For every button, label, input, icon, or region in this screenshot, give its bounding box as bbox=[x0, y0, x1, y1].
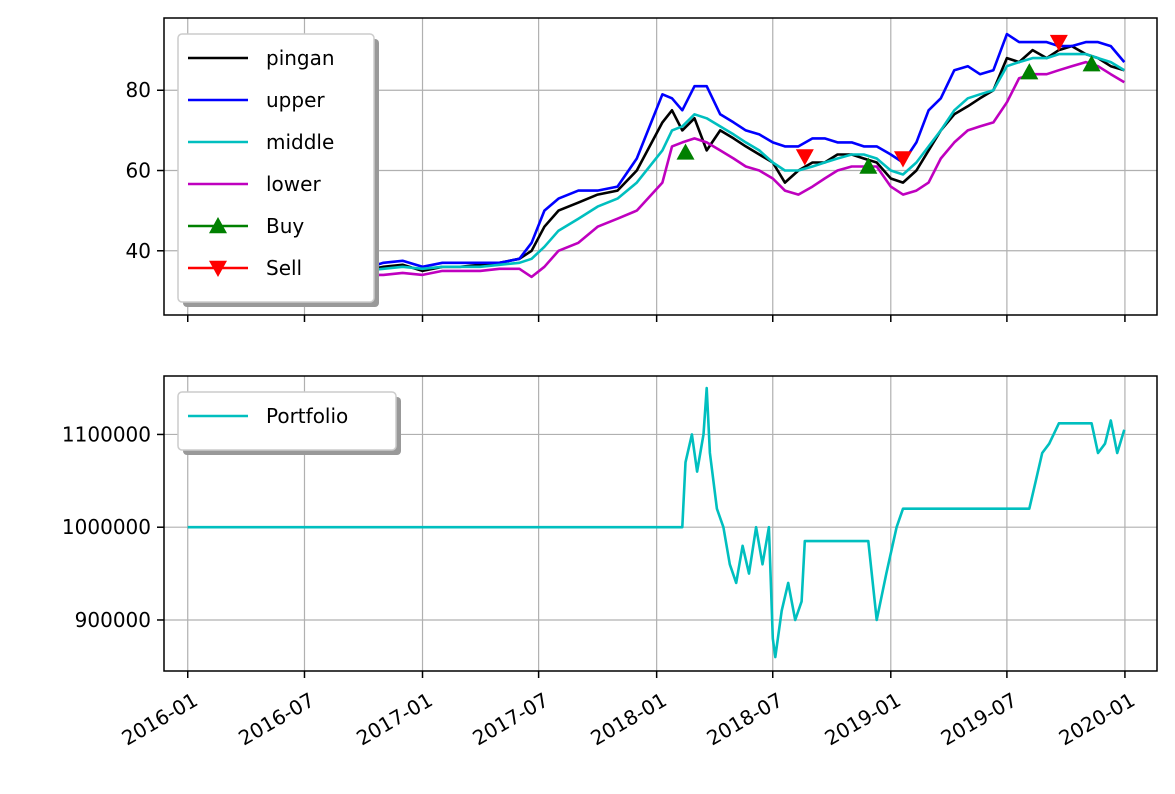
buy-marker bbox=[859, 157, 878, 174]
sell-marker bbox=[1049, 34, 1068, 52]
legend-label-buy: Buy bbox=[266, 214, 304, 238]
buy-marker bbox=[676, 143, 695, 160]
y-tick-label: 1000000 bbox=[62, 515, 151, 539]
legend-box bbox=[177, 391, 397, 451]
axes-frame bbox=[163, 17, 1158, 316]
y-tick-label: 1100000 bbox=[62, 422, 151, 446]
price-series bbox=[207, 32, 1126, 301]
portfolio-legend: Portfolio bbox=[177, 391, 401, 455]
portfolio-line bbox=[187, 386, 1126, 659]
portfolio-axes: 900000 1000000 1100000 bbox=[62, 375, 1158, 678]
y-tick-label: 60 bbox=[126, 159, 151, 183]
x-tick-label: 2020-01 bbox=[1055, 688, 1139, 751]
legend-label-pingan: pingan bbox=[266, 46, 335, 70]
x-tick-label: 2018-01 bbox=[586, 688, 670, 751]
sell-marker bbox=[795, 149, 814, 166]
x-axis-tick-labels: 2016-01 2016-07 2017-01 2017-07 2018-01 2018-… bbox=[117, 688, 1139, 751]
price-legend: pingan upper middle lower Buy Sell bbox=[177, 33, 379, 307]
x-tick-label: 2017-07 bbox=[468, 688, 552, 751]
x-tick-label: 2017-01 bbox=[352, 688, 436, 751]
middle-line bbox=[207, 52, 1125, 289]
price-panel: 40 60 80 pingan upper middle lower Buy Sell bbox=[126, 17, 1158, 322]
x-tick-label: 2016-07 bbox=[234, 688, 318, 751]
sell-marker bbox=[893, 151, 912, 168]
legend-label-middle: middle bbox=[266, 130, 334, 154]
axes-frame bbox=[163, 375, 1158, 672]
legend-label-portfolio: Portfolio bbox=[266, 404, 348, 428]
price-axes: 40 60 80 bbox=[126, 17, 1158, 322]
portfolio-panel: 900000 1000000 1100000 Portfolio bbox=[62, 375, 1158, 678]
series-clip-group bbox=[187, 386, 1126, 659]
portfolio-series bbox=[187, 386, 1126, 659]
y-tick-label: 900000 bbox=[75, 608, 151, 632]
legend-marker-sell bbox=[209, 260, 227, 277]
x-tick-label: 2019-07 bbox=[937, 688, 1021, 751]
y-tick-label: 40 bbox=[126, 239, 151, 263]
series-clip-group bbox=[207, 32, 1126, 301]
lower-line bbox=[207, 60, 1125, 301]
legend-label-lower: lower bbox=[266, 172, 321, 196]
buy-marker bbox=[1082, 55, 1101, 72]
legend-marker-buy bbox=[209, 217, 227, 234]
buy-marker bbox=[1020, 63, 1039, 80]
upper-line bbox=[207, 32, 1126, 277]
x-tick-label: 2018-07 bbox=[702, 688, 786, 751]
x-tick-label: 2016-01 bbox=[117, 688, 201, 751]
x-tick-label: 2019-01 bbox=[821, 688, 905, 751]
legend-label-sell: Sell bbox=[266, 256, 302, 280]
legend-label-upper: upper bbox=[266, 88, 325, 112]
y-tick-label: 80 bbox=[126, 78, 151, 102]
